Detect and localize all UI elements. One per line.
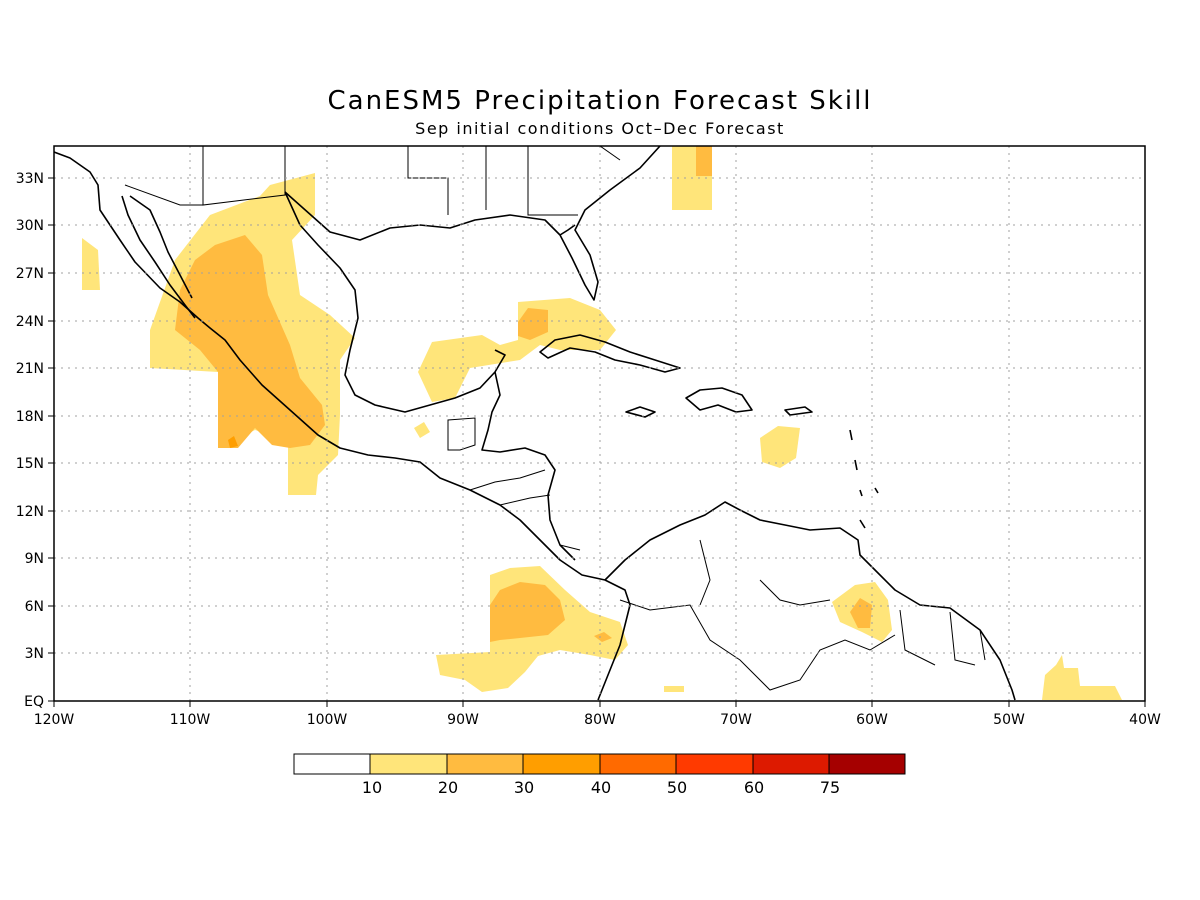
skill-30-40-regions (228, 436, 238, 448)
lat-label: EQ (24, 694, 44, 710)
lon-label: 60W (856, 712, 888, 728)
lon-label: 80W (584, 712, 616, 728)
lon-label: 120W (34, 712, 75, 728)
lon-label: 50W (993, 712, 1025, 728)
latitude-labels: EQ 3N 6N 9N 12N 15N 18N 21N 24N 27N 30N … (16, 171, 44, 710)
lat-label: 12N (16, 504, 44, 520)
skill-20-30-regions (175, 146, 872, 642)
map-subtitle: Sep initial conditions Oct–Dec Forecast (415, 119, 785, 138)
lon-label: 110W (170, 712, 211, 728)
colorbar-label: 75 (820, 778, 840, 797)
colorbar-label: 30 (514, 778, 534, 797)
colorbar-label: 40 (591, 778, 611, 797)
map-title: CanESM5 Precipitation Forecast Skill (327, 86, 873, 116)
coastlines (54, 146, 1016, 701)
colorbar-swatch (752, 753, 830, 775)
lon-label: 40W (1129, 712, 1161, 728)
lon-label: 90W (447, 712, 479, 728)
colorbar-swatch (828, 753, 906, 775)
lat-label: 30N (16, 218, 44, 234)
lat-label: 24N (16, 314, 44, 330)
colorbar-swatch (599, 753, 677, 775)
colorbar-label: 60 (744, 778, 764, 797)
colorbar-label: 20 (438, 778, 458, 797)
lat-label: 15N (16, 456, 44, 472)
colorbar-swatch (522, 753, 601, 775)
lat-label: 33N (16, 171, 44, 187)
lat-label: 6N (25, 599, 44, 615)
colorbar-label: 50 (667, 778, 687, 797)
colorbar: 10 20 30 40 50 60 75 (293, 753, 906, 797)
lat-label: 18N (16, 409, 44, 425)
longitude-labels: 120W 110W 100W 90W 80W 70W 60W 50W 40W (34, 712, 1161, 728)
grid-lines (54, 146, 1145, 701)
colorbar-label: 10 (362, 778, 382, 797)
lat-label: 3N (25, 646, 44, 662)
lat-label: 27N (16, 266, 44, 282)
lat-label: 21N (16, 361, 44, 377)
colorbar-swatch (675, 753, 754, 775)
colorbar-swatch (293, 753, 371, 775)
lat-label: 9N (25, 551, 44, 567)
lon-label: 70W (720, 712, 752, 728)
country-borders (124, 146, 986, 691)
lon-label: 100W (307, 712, 348, 728)
colorbar-swatch (369, 753, 448, 775)
axis-ticks (48, 177, 1146, 707)
colorbar-swatch (446, 753, 524, 775)
